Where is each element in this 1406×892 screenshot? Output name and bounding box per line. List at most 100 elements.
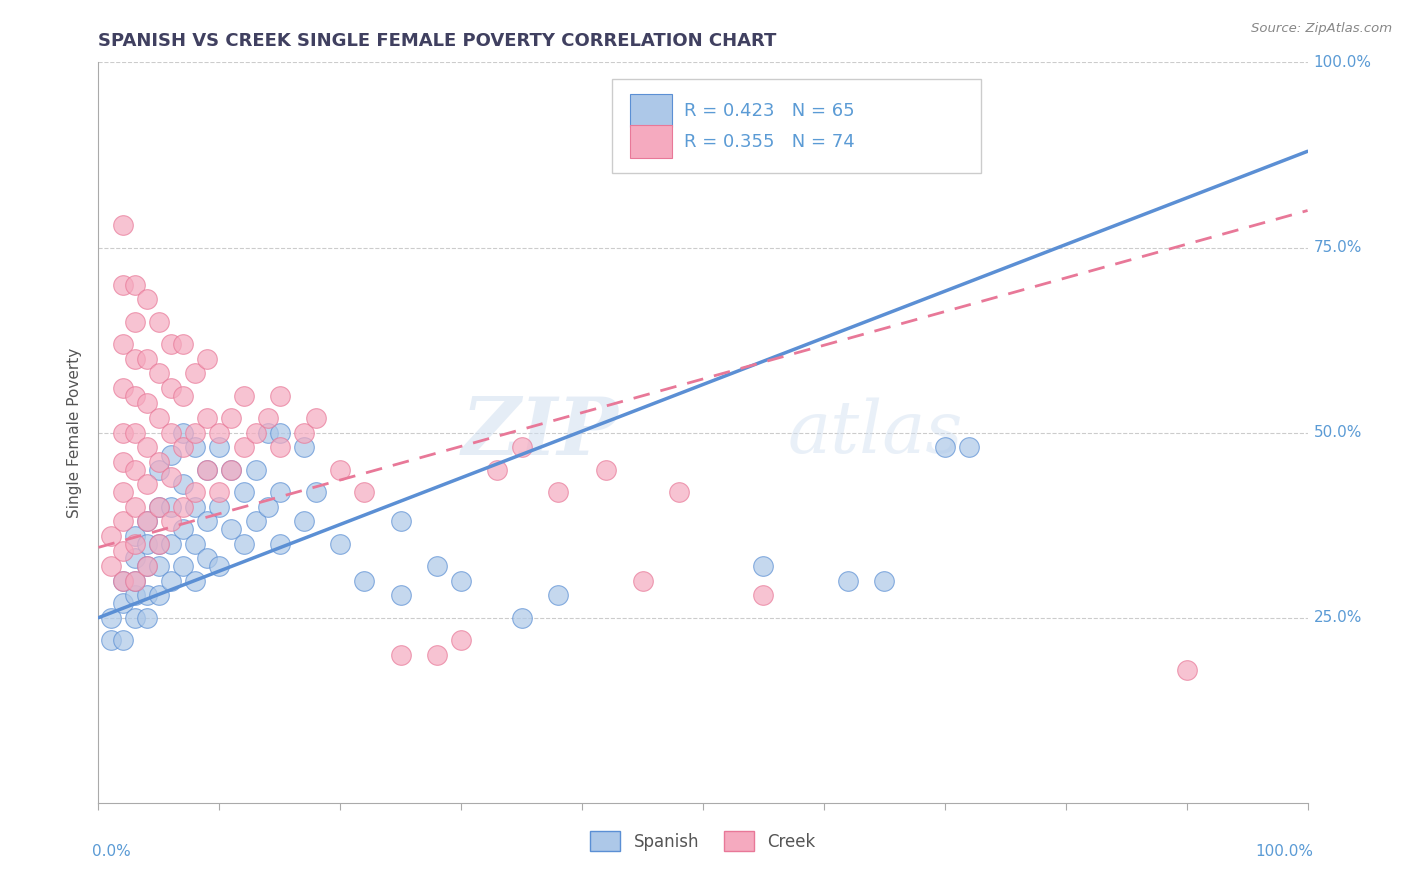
Point: [957, 441, 980, 455]
Point: [292, 425, 315, 440]
Point: [631, 574, 654, 588]
Point: [135, 351, 157, 366]
Point: [510, 441, 533, 455]
Point: [135, 610, 157, 624]
Legend: Spanish, Creek: Spanish, Creek: [583, 825, 823, 857]
Point: [148, 455, 170, 469]
Point: [160, 425, 183, 440]
Point: [148, 589, 170, 603]
Point: [111, 632, 134, 647]
Point: [426, 648, 449, 662]
Point: [256, 500, 278, 514]
Point: [111, 574, 134, 588]
Point: [111, 574, 134, 588]
Point: [547, 589, 569, 603]
Point: [184, 425, 207, 440]
Point: [232, 388, 254, 402]
Point: [353, 574, 375, 588]
Point: [245, 515, 267, 529]
Point: [111, 455, 134, 469]
Point: [184, 536, 207, 550]
Point: [135, 558, 157, 573]
Point: [245, 425, 267, 440]
Point: [100, 529, 122, 543]
Point: [450, 574, 472, 588]
Point: [135, 441, 157, 455]
Point: [172, 522, 194, 536]
Point: [595, 462, 617, 476]
Point: [269, 388, 291, 402]
Point: [195, 462, 218, 476]
Point: [135, 515, 157, 529]
Point: [160, 536, 183, 550]
Point: [221, 462, 243, 476]
Point: [292, 515, 315, 529]
Point: [245, 462, 267, 476]
Text: 100.0%: 100.0%: [1313, 55, 1372, 70]
Point: [184, 574, 207, 588]
Text: Source: ZipAtlas.com: Source: ZipAtlas.com: [1251, 22, 1392, 36]
Point: [135, 396, 157, 410]
Point: [269, 484, 291, 499]
Point: [305, 484, 328, 499]
Point: [184, 367, 207, 381]
Point: [668, 484, 690, 499]
Point: [232, 484, 254, 499]
Point: [450, 632, 472, 647]
Point: [148, 500, 170, 514]
Point: [148, 536, 170, 550]
Point: [752, 558, 775, 573]
Text: ZIP: ZIP: [461, 394, 619, 471]
Point: [160, 574, 183, 588]
Point: [389, 648, 412, 662]
Text: SPANISH VS CREEK SINGLE FEMALE POVERTY CORRELATION CHART: SPANISH VS CREEK SINGLE FEMALE POVERTY C…: [98, 32, 776, 50]
Point: [221, 410, 243, 425]
Point: [208, 484, 231, 499]
Point: [124, 536, 146, 550]
Text: R = 0.355   N = 74: R = 0.355 N = 74: [683, 133, 855, 151]
Point: [135, 558, 157, 573]
Point: [208, 441, 231, 455]
Point: [934, 441, 956, 455]
FancyBboxPatch shape: [630, 95, 672, 127]
Point: [547, 484, 569, 499]
Point: [160, 448, 183, 462]
Point: [208, 500, 231, 514]
Point: [148, 367, 170, 381]
Point: [124, 425, 146, 440]
Point: [256, 425, 278, 440]
Point: [160, 336, 183, 351]
Point: [124, 551, 146, 566]
Point: [124, 529, 146, 543]
FancyBboxPatch shape: [613, 78, 981, 173]
Point: [148, 500, 170, 514]
Point: [111, 484, 134, 499]
Point: [124, 610, 146, 624]
Point: [111, 544, 134, 558]
Point: [426, 558, 449, 573]
Point: [389, 515, 412, 529]
Point: [269, 441, 291, 455]
Point: [111, 381, 134, 395]
Point: [269, 536, 291, 550]
Point: [111, 596, 134, 610]
Point: [1175, 663, 1198, 677]
Point: [184, 500, 207, 514]
Point: [124, 388, 146, 402]
Point: [124, 574, 146, 588]
Point: [111, 277, 134, 292]
Point: [172, 336, 194, 351]
Point: [221, 522, 243, 536]
Point: [160, 500, 183, 514]
Point: [111, 515, 134, 529]
Point: [752, 589, 775, 603]
Point: [172, 477, 194, 491]
Point: [329, 462, 352, 476]
Point: [172, 558, 194, 573]
Text: atlas: atlas: [787, 397, 963, 468]
Point: [160, 515, 183, 529]
Text: 0.0%: 0.0%: [93, 844, 131, 858]
Point: [135, 477, 157, 491]
Point: [873, 574, 896, 588]
Point: [353, 484, 375, 499]
